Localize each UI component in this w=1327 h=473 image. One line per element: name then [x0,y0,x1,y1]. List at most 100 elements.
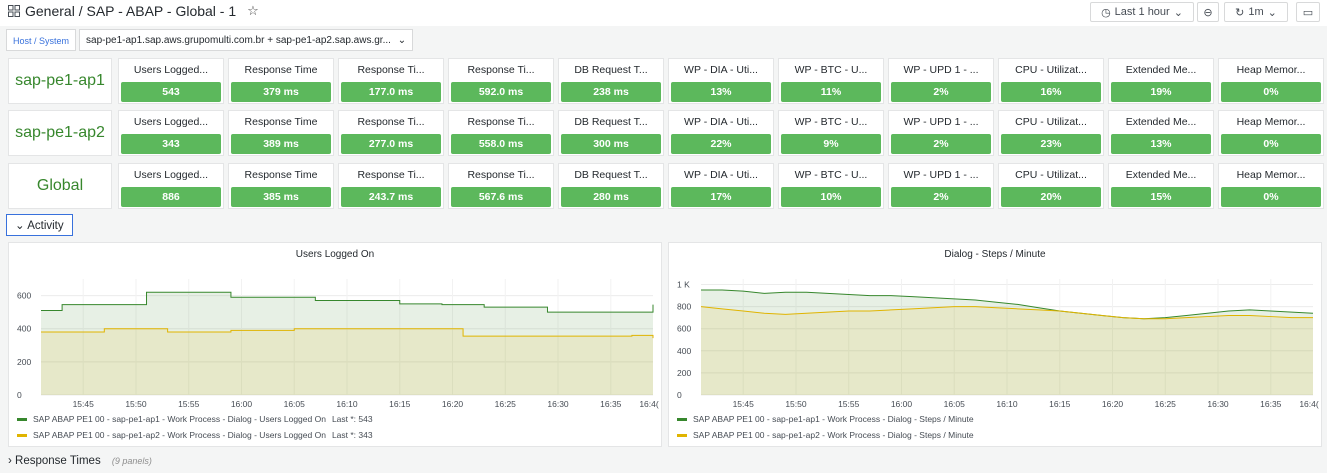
x-tick-label: 15:45 [733,399,755,409]
stat-title: Users Logged... [133,64,209,76]
stat-title: Response Ti... [357,64,425,76]
apps-icon[interactable] [8,5,20,17]
legend-swatch [677,433,687,437]
star-icon[interactable]: ☆ [247,3,259,18]
stat-panel[interactable]: CPU - Utilizat... 16% [998,58,1104,104]
x-tick-label: 15:50 [785,399,807,409]
stat-title: DB Request T... [574,116,648,128]
variables-bar: Host / System sap-pe1-ap1.sap.aws.grupom… [6,29,414,51]
legend-swatch [17,433,27,437]
y-tick-label: 800 [677,302,691,312]
legend-label: SAP ABAP PE1 00 - sap-pe1-ap2 - Work Pro… [693,430,974,440]
stat-panel[interactable]: Response Ti... 567.6 ms [448,163,554,209]
stat-panel[interactable]: DB Request T... 238 ms [558,58,664,104]
stat-panel[interactable]: CPU - Utilizat... 20% [998,163,1104,209]
refresh-picker[interactable]: ↻ 1m ⌄ [1224,2,1288,22]
series-line[interactable] [701,289,1314,320]
stat-panel[interactable]: Users Logged... 886 [118,163,224,209]
x-tick-label: 16:4( [639,399,659,409]
stat-title: Response Time [244,116,318,128]
stat-title: WP - DIA - Uti... [684,169,758,181]
stat-panel[interactable]: WP - DIA - Uti... 22% [668,110,774,156]
stat-value: 20% [1001,187,1101,207]
stat-panel[interactable]: WP - UPD 1 - ... 2% [888,110,994,156]
stat-panel[interactable]: Users Logged... 543 [118,58,224,104]
stat-panel[interactable]: WP - UPD 1 - ... 2% [888,163,994,209]
breadcrumb-text[interactable]: General / SAP - ABAP - Global - 1 [25,3,237,19]
stat-panel[interactable]: WP - DIA - Uti... 17% [668,163,774,209]
stat-value: 10% [781,187,881,207]
x-tick-label: 16:4( [1299,399,1319,409]
stat-panel[interactable]: Response Ti... 592.0 ms [448,58,554,104]
stat-panel[interactable]: CPU - Utilizat... 23% [998,110,1104,156]
stat-panel[interactable]: Response Ti... 243.7 ms [338,163,444,209]
series-area [701,306,1313,395]
y-tick-label: 0 [677,390,682,400]
stat-title: Response Time [244,169,318,181]
chart-dialog-steps: 0 200 400 600 800 1 K 15:45 15:50 15:55 16:00 16:0… [677,279,1319,409]
series-line[interactable] [41,291,654,313]
series-line[interactable] [700,306,1313,320]
legend-item[interactable]: SAP ABAP PE1 00 - sap-pe1-ap1 - Work Pro… [677,414,974,424]
legend-item[interactable]: SAP ABAP PE1 00 - sap-pe1-ap2 - Work Pro… [17,430,373,440]
stat-title: Users Logged... [133,116,209,128]
stat-panel[interactable]: Response Time 379 ms [228,58,334,104]
stat-title: WP - BTC - U... [794,116,868,128]
chevron-down-icon: ⌄ [1267,6,1277,19]
legend-item[interactable]: SAP ABAP PE1 00 - sap-pe1-ap2 - Work Pro… [677,430,974,440]
tv-mode-button[interactable]: ▭ [1296,2,1320,22]
stat-title: Extended Me... [1125,169,1197,181]
stat-value: 2% [891,82,991,102]
row-activity-label: Activity [27,220,64,232]
x-tick-label: 15:50 [125,399,147,409]
panel-dialog-steps: Dialog - Steps / Minute 0 200 400 600 800 1 K… [668,242,1322,447]
clock-icon: ◷ [1101,6,1111,19]
legend-item[interactable]: SAP ABAP PE1 00 - sap-pe1-ap1 - Work Pro… [17,414,373,424]
series-area [701,290,1313,395]
stat-title: CPU - Utilizat... [1015,116,1087,128]
stat-panel[interactable]: WP - BTC - U... 9% [778,110,884,156]
stat-panel[interactable]: Response Ti... 558.0 ms [448,110,554,156]
stat-title: WP - UPD 1 - ... [903,64,979,76]
stat-panel[interactable]: WP - BTC - U... 10% [778,163,884,209]
stat-panel[interactable]: Response Ti... 177.0 ms [338,58,444,104]
stat-panel[interactable]: DB Request T... 300 ms [558,110,664,156]
series-line[interactable] [41,328,654,339]
stat-value: 177.0 ms [341,82,441,102]
stat-panel[interactable]: WP - UPD 1 - ... 2% [888,58,994,104]
x-tick-label: 16:35 [600,399,622,409]
legend-last: Last *: 543 [331,414,373,424]
stat-panel[interactable]: DB Request T... 280 ms [558,163,664,209]
stat-value: 385 ms [231,187,331,207]
stat-panel[interactable]: Users Logged... 343 [118,110,224,156]
stat-value: 0% [1221,82,1321,102]
stat-value: 15% [1111,187,1211,207]
stat-panel[interactable]: Response Time 389 ms [228,110,334,156]
zoom-out-button[interactable]: ⊖ [1197,2,1219,22]
stat-panel[interactable]: WP - BTC - U... 11% [778,58,884,104]
stat-panel[interactable]: Heap Memor... 0% [1218,163,1324,209]
stat-title: Response Ti... [357,169,425,181]
stat-panel[interactable]: Response Ti... 277.0 ms [338,110,444,156]
stat-value: 592.0 ms [451,82,551,102]
stat-panel[interactable]: Extended Me... 15% [1108,163,1214,209]
stat-title: CPU - Utilizat... [1015,169,1087,181]
host-system-select[interactable]: sap-pe1-ap1.sap.aws.grupomulti.com.br + … [79,29,414,51]
row-activity[interactable]: ⌄ Activity [6,214,73,236]
stat-title: Response Ti... [357,116,425,128]
x-tick-label: 16:25 [1155,399,1177,409]
stat-panel[interactable]: Heap Memor... 0% [1218,110,1324,156]
y-tick-label: 600 [677,324,691,334]
stat-panel[interactable]: WP - DIA - Uti... 13% [668,58,774,104]
row-response-times[interactable]: › Response Times (9 panels) [8,455,152,467]
stat-panel[interactable]: Extended Me... 19% [1108,58,1214,104]
host-label: sap-pe1-ap1 [8,58,112,104]
row-response-times-label: Response Times [15,455,101,467]
stat-panel[interactable]: Extended Me... 13% [1108,110,1214,156]
legend-last: Last *: 343 [331,430,373,440]
stat-title: Heap Memor... [1236,116,1306,128]
time-range-picker[interactable]: ◷ Last 1 hour ⌄ [1090,2,1194,22]
stat-panel[interactable]: Response Time 385 ms [228,163,334,209]
stat-panel[interactable]: Heap Memor... 0% [1218,58,1324,104]
x-tick-label: 16:10 [336,399,358,409]
